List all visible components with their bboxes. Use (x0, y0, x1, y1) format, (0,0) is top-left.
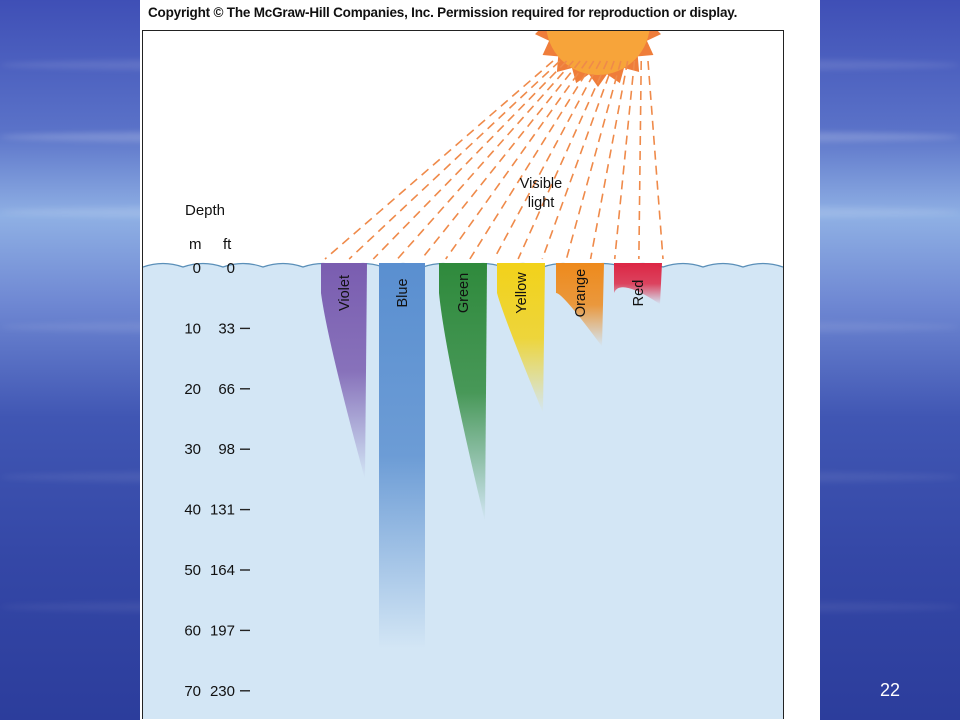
band-label-orange: Orange (573, 269, 589, 317)
depth-tick-m: 0 (193, 260, 201, 277)
depth-tick-ft: 230 (210, 683, 235, 700)
depth-tick-ft: 66 (218, 381, 235, 398)
page-number: 22 (880, 680, 901, 700)
water-body (143, 263, 783, 719)
band-label-blue: Blue (395, 278, 411, 307)
depth-tick-ft: 131 (210, 502, 235, 519)
feet-unit-label: ft (223, 236, 232, 253)
band-orange (556, 263, 604, 347)
meter-unit-label: m (189, 236, 202, 253)
light-rays (324, 60, 664, 260)
visible-light-label: Visible light (520, 176, 562, 211)
light-bands: Violet Blue Green Yellow Orange Red (321, 263, 662, 649)
depth-tick-m: 40 (184, 502, 201, 519)
depth-tick-m: 50 (184, 562, 201, 579)
band-label-red: Red (631, 280, 647, 307)
band-yellow (497, 263, 545, 413)
band-label-violet: Violet (337, 275, 353, 311)
depth-tick-m: 30 (184, 441, 201, 458)
depth-tick-m: 20 (184, 381, 201, 398)
depth-tick-m: 60 (184, 622, 201, 639)
depth-tick-ft: 0 (227, 260, 235, 277)
band-green (439, 263, 487, 522)
sun-icon (535, 31, 661, 87)
band-label-green: Green (456, 273, 472, 313)
light-penetration-figure: Visible light Depth m ft 0 0 10 33 20 66 30 98 40 131 5… (142, 30, 784, 719)
band-red (614, 263, 662, 305)
depth-tick-m: 70 (184, 683, 201, 700)
depth-tick-ft: 164 (210, 562, 235, 579)
band-violet (321, 263, 367, 480)
band-label-yellow: Yellow (514, 272, 530, 314)
depth-tick-ft: 98 (218, 441, 235, 458)
depth-tick-ft: 33 (218, 320, 235, 337)
copyright-notice: Copyright © The McGraw-Hill Companies, I… (148, 5, 738, 20)
depth-axis-title: Depth (185, 202, 225, 219)
light-penetration-diagram: Visible light Depth m ft 0 0 10 33 20 66 30 98 40 131 5… (143, 31, 783, 719)
band-blue (379, 263, 425, 649)
depth-tick-ft: 197 (210, 622, 235, 639)
depth-tick-m: 10 (184, 320, 201, 337)
depth-axis: Depth m ft 0 0 10 33 20 66 30 98 40 131 50 164 60 197 70 2… (184, 202, 250, 700)
